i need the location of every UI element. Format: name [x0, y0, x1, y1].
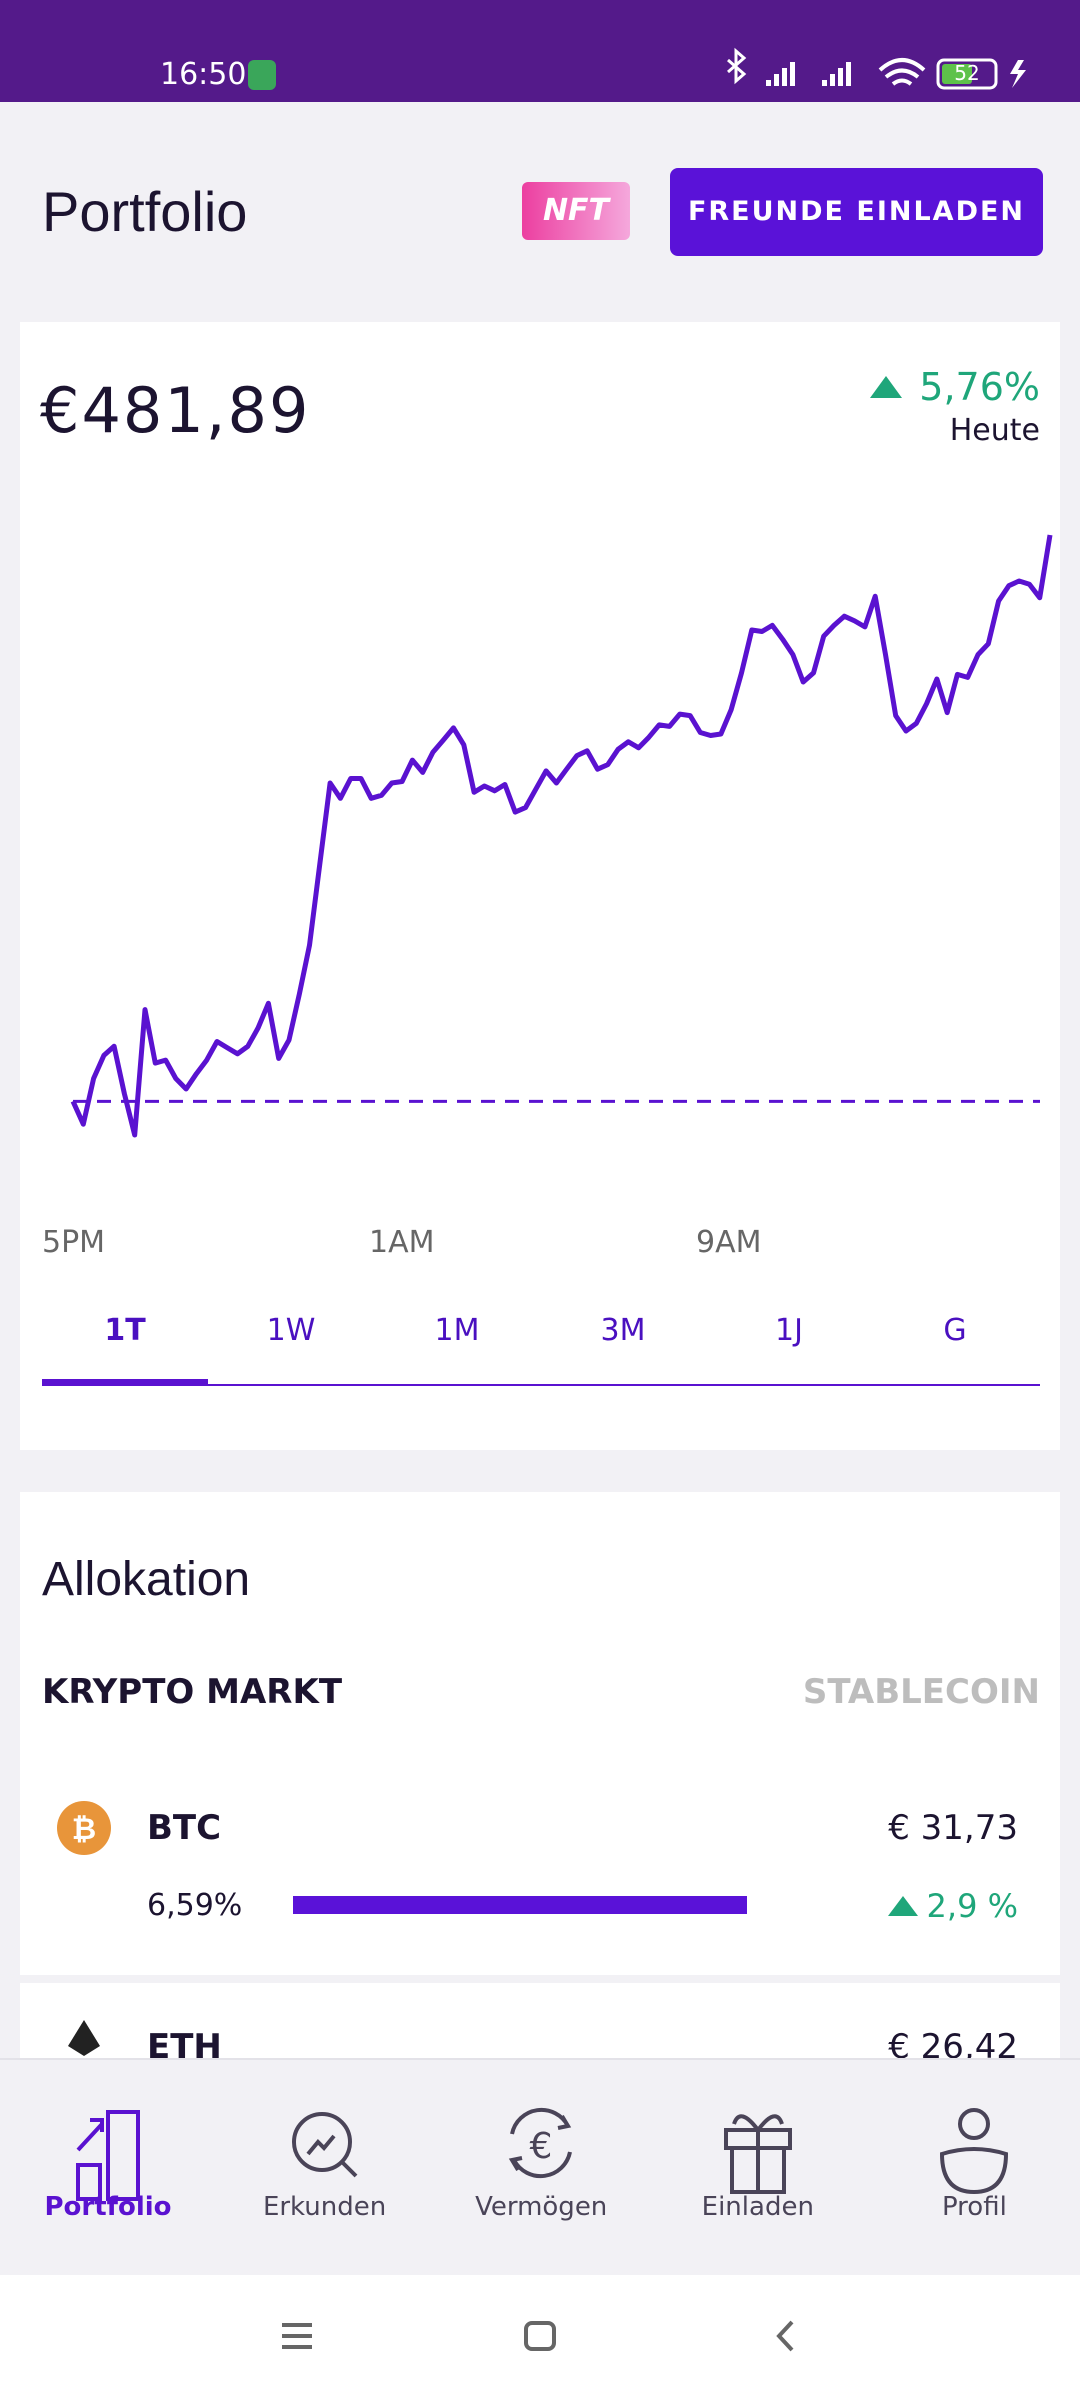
range-tab[interactable]: G	[943, 1313, 967, 1348]
clock: 16:50	[160, 57, 247, 92]
range-tab[interactable]: 1W	[266, 1313, 316, 1348]
nft-label: NFT	[542, 193, 610, 228]
allocation-title: Allokation	[42, 1553, 251, 1606]
status-icons	[727, 47, 1026, 90]
bottom-nav	[0, 2058, 1080, 2277]
asset-value: € 31,73	[888, 1808, 1018, 1848]
range-tab[interactable]: 1J	[775, 1313, 803, 1348]
change-period: Heute	[949, 413, 1040, 448]
svg-text:₿: ₿	[72, 1812, 96, 1847]
stablecoin-tab[interactable]: STABLECOIN	[802, 1672, 1040, 1712]
nft-badge[interactable]: NFT	[522, 182, 630, 240]
portfolio-value: €481,89	[40, 374, 311, 447]
svg-text:€: €	[530, 2126, 553, 2167]
nav-item[interactable]: Profil	[941, 2192, 1007, 2222]
asset-change: 2,9 %	[926, 1887, 1018, 1925]
price-line	[70, 534, 1053, 1138]
notification-icon	[248, 60, 276, 90]
nav-item[interactable]: Einladen	[701, 2192, 814, 2222]
portfolio-card	[20, 322, 1060, 1450]
allocation-card	[20, 1492, 1060, 1975]
eth-icon	[68, 2020, 100, 2056]
x-tick-label: 1AM	[369, 1225, 435, 1260]
portfolio-change: 5,76%	[919, 365, 1040, 409]
status-bar: 16:50 52	[0, 0, 1080, 102]
nav-icons: €	[76, 2107, 1009, 2201]
up-arrow	[870, 376, 902, 398]
range-tab[interactable]: 1T	[104, 1313, 146, 1348]
asset-share: 6,59%	[147, 1888, 243, 1923]
invite-button[interactable]: FREUNDE EINLADEN	[670, 168, 1043, 256]
system-nav-icons	[282, 2320, 794, 2352]
invite-button-label: FREUNDE EINLADEN	[687, 196, 1026, 227]
range-tab[interactable]: 3M	[600, 1313, 646, 1348]
range-tab[interactable]: 1M	[434, 1313, 480, 1348]
page-title: Portfolio	[42, 180, 248, 243]
allocation-bar	[293, 1896, 747, 1914]
up-arrow	[888, 1896, 918, 1916]
battery-level: 52	[954, 61, 980, 85]
x-tick-label: 5PM	[42, 1225, 106, 1260]
tab-baseline	[42, 1384, 1040, 1386]
market-tab[interactable]: KRYPTO MARKT	[42, 1672, 343, 1712]
asset-symbol: BTC	[147, 1808, 222, 1848]
nav-item[interactable]: Erkunden	[262, 2192, 387, 2222]
price-chart	[70, 534, 1053, 1138]
btc-icon: ₿	[57, 1801, 111, 1855]
nav-item[interactable]: Vermögen	[475, 2192, 608, 2222]
nav-item[interactable]: Portfolio	[44, 2192, 172, 2222]
x-tick-label: 9AM	[696, 1225, 762, 1260]
tab-indicator	[42, 1379, 208, 1386]
system-nav	[0, 2275, 1080, 2400]
